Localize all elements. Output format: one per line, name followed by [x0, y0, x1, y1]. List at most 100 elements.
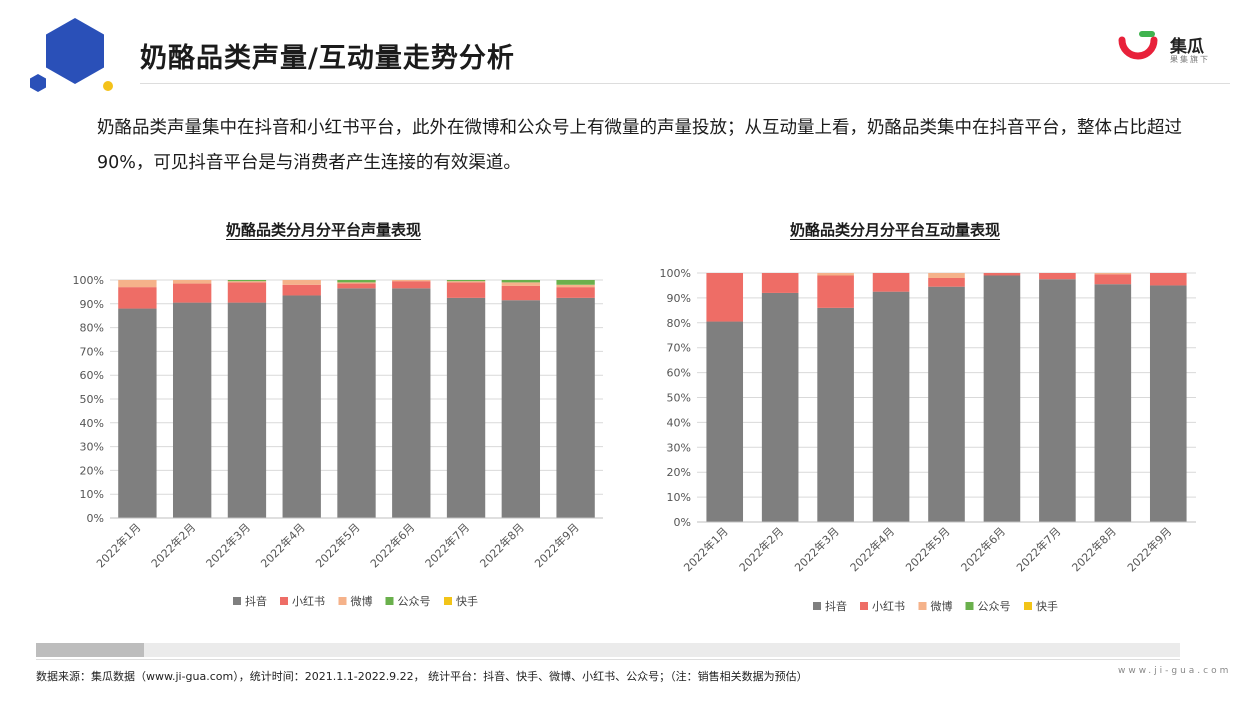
- y-tick-label: 20%: [667, 466, 691, 479]
- logo-text: 集瓜: [1170, 37, 1204, 57]
- legend-swatch-item-4: [444, 597, 452, 605]
- bar-segment-item-0: [227, 302, 267, 518]
- bar-segment-item-0: [118, 308, 157, 518]
- legend-label: 小红书: [872, 600, 905, 613]
- bar-segment-item-0: [1094, 284, 1132, 522]
- bar-segment-item-1: [282, 284, 321, 296]
- bar-segment-item-2: [556, 284, 595, 288]
- bar-segment-item-1: [1039, 273, 1076, 280]
- legend-swatch-item-2: [338, 597, 347, 605]
- bar-segment-item-2: [928, 273, 965, 278]
- y-tick-label: 80%: [667, 317, 691, 330]
- bar-segment-item-1: [227, 282, 267, 303]
- y-tick-label: 100%: [73, 274, 104, 287]
- y-tick-label: 70%: [80, 345, 104, 358]
- bar-segment-item-1: [556, 287, 595, 298]
- bar-segment-item-0: [928, 286, 965, 522]
- y-tick-label: 50%: [667, 392, 691, 405]
- bar-segment-item-2: [282, 280, 321, 285]
- bar-segment-item-3: [227, 280, 267, 282]
- intro-paragraph: 奶酪品类声量集中在抖音和小红书平台，此外在微博和公众号上有微量的声量投放；从互动…: [97, 118, 1182, 173]
- legend-swatch-item-3: [965, 602, 974, 610]
- legend-swatch-item-0: [233, 597, 241, 605]
- x-tick-label: 2022年2月: [736, 524, 786, 574]
- bar-segment-item-2: [817, 273, 854, 276]
- footer-progress-track: [36, 643, 1180, 657]
- bar-segment-item-0: [872, 291, 910, 522]
- x-tick-label: 2022年4月: [847, 524, 897, 574]
- bar-segment-item-2: [227, 281, 267, 283]
- y-tick-label: 40%: [80, 417, 104, 430]
- bar-segment-item-1: [446, 282, 486, 298]
- x-tick-label: 2022年6月: [958, 524, 1008, 574]
- decor-dot: [103, 81, 113, 91]
- legend-swatch-item-0: [813, 602, 821, 610]
- bar-segment-item-0: [761, 292, 799, 522]
- bar-segment-item-1: [872, 273, 910, 292]
- legend-swatch-item-4: [1024, 602, 1032, 610]
- legend-label: 快手: [1036, 599, 1058, 613]
- y-tick-label: 90%: [80, 298, 104, 311]
- bar-segment-item-2: [501, 282, 541, 286]
- bar-segment-item-3: [337, 280, 376, 283]
- bar-segment-item-2: [392, 280, 431, 282]
- legend-swatch-item-1: [280, 597, 288, 605]
- bar-segment-item-1: [817, 275, 854, 308]
- page-title: 奶酪品类声量/互动量走势分析: [140, 43, 515, 74]
- chart-title-volume: 奶酪品类分月分平台声量表现: [226, 221, 422, 239]
- bar-segment-item-0: [337, 288, 376, 518]
- y-tick-label: 0%: [674, 516, 691, 529]
- logo-subtitle: 果集旗下: [1170, 55, 1210, 64]
- bar-segment-item-1: [118, 287, 157, 309]
- y-tick-label: 60%: [667, 367, 691, 380]
- legend-label: 微博: [931, 599, 953, 613]
- legend-label: 公众号: [398, 595, 431, 608]
- bar-segment-item-0: [501, 300, 541, 518]
- jigua-logo-icon: [1118, 31, 1158, 60]
- legend-label: 抖音: [245, 594, 267, 608]
- legend-label: 公众号: [978, 600, 1011, 613]
- legend-swatch-item-1: [860, 602, 868, 610]
- chart-title-interaction: 奶酪品类分月分平台互动量表现: [790, 221, 1001, 239]
- y-tick-label: 40%: [667, 416, 691, 429]
- y-tick-label: 30%: [80, 441, 104, 454]
- bar-segment-item-2: [446, 281, 486, 283]
- bar-segment-item-0: [282, 295, 321, 518]
- bar-segment-item-2: [337, 282, 376, 284]
- y-tick-label: 60%: [80, 369, 104, 382]
- bar-segment-item-0: [446, 297, 486, 518]
- y-tick-label: 80%: [80, 322, 104, 335]
- bar-segment-item-3: [501, 280, 541, 283]
- bar-segment-item-1: [1094, 274, 1132, 285]
- decor-hexagon-small: [30, 74, 46, 92]
- legend-swatch-item-3: [385, 597, 394, 605]
- bar-segment-item-0: [1039, 279, 1076, 522]
- bar-segment-item-1: [172, 283, 212, 303]
- x-tick-label: 2022年9月: [1124, 524, 1174, 574]
- x-tick-label: 2022年1月: [681, 524, 731, 574]
- y-tick-label: 0%: [87, 512, 104, 525]
- bar-segment-item-1: [928, 277, 965, 287]
- bar-segment-item-0: [556, 297, 595, 518]
- x-tick-label: 2022年3月: [792, 524, 842, 574]
- legend-label: 抖音: [825, 599, 847, 613]
- y-tick-label: 20%: [80, 464, 104, 477]
- bar-segment-item-1: [337, 283, 376, 289]
- footer-source-note: 数据来源：集瓜数据（www.ji-gua.com），统计时间：2021.1.1-…: [36, 670, 808, 683]
- x-tick-label: 2022年5月: [902, 524, 952, 574]
- footer-progress-fill: [36, 643, 144, 657]
- bar-segment-item-0: [817, 307, 854, 522]
- title-divider: [140, 83, 1230, 84]
- bar-segment-item-3: [556, 280, 595, 285]
- y-tick-label: 50%: [80, 393, 104, 406]
- bar-segment-item-2: [172, 280, 212, 284]
- y-tick-label: 100%: [660, 267, 691, 280]
- footer-divider: [36, 659, 1180, 660]
- bar-segment-item-0: [706, 321, 744, 522]
- x-tick-label: 2022年8月: [1069, 524, 1119, 574]
- y-tick-label: 30%: [667, 441, 691, 454]
- bar-segment-item-1: [983, 273, 1021, 276]
- legend-label: 小红书: [292, 595, 325, 608]
